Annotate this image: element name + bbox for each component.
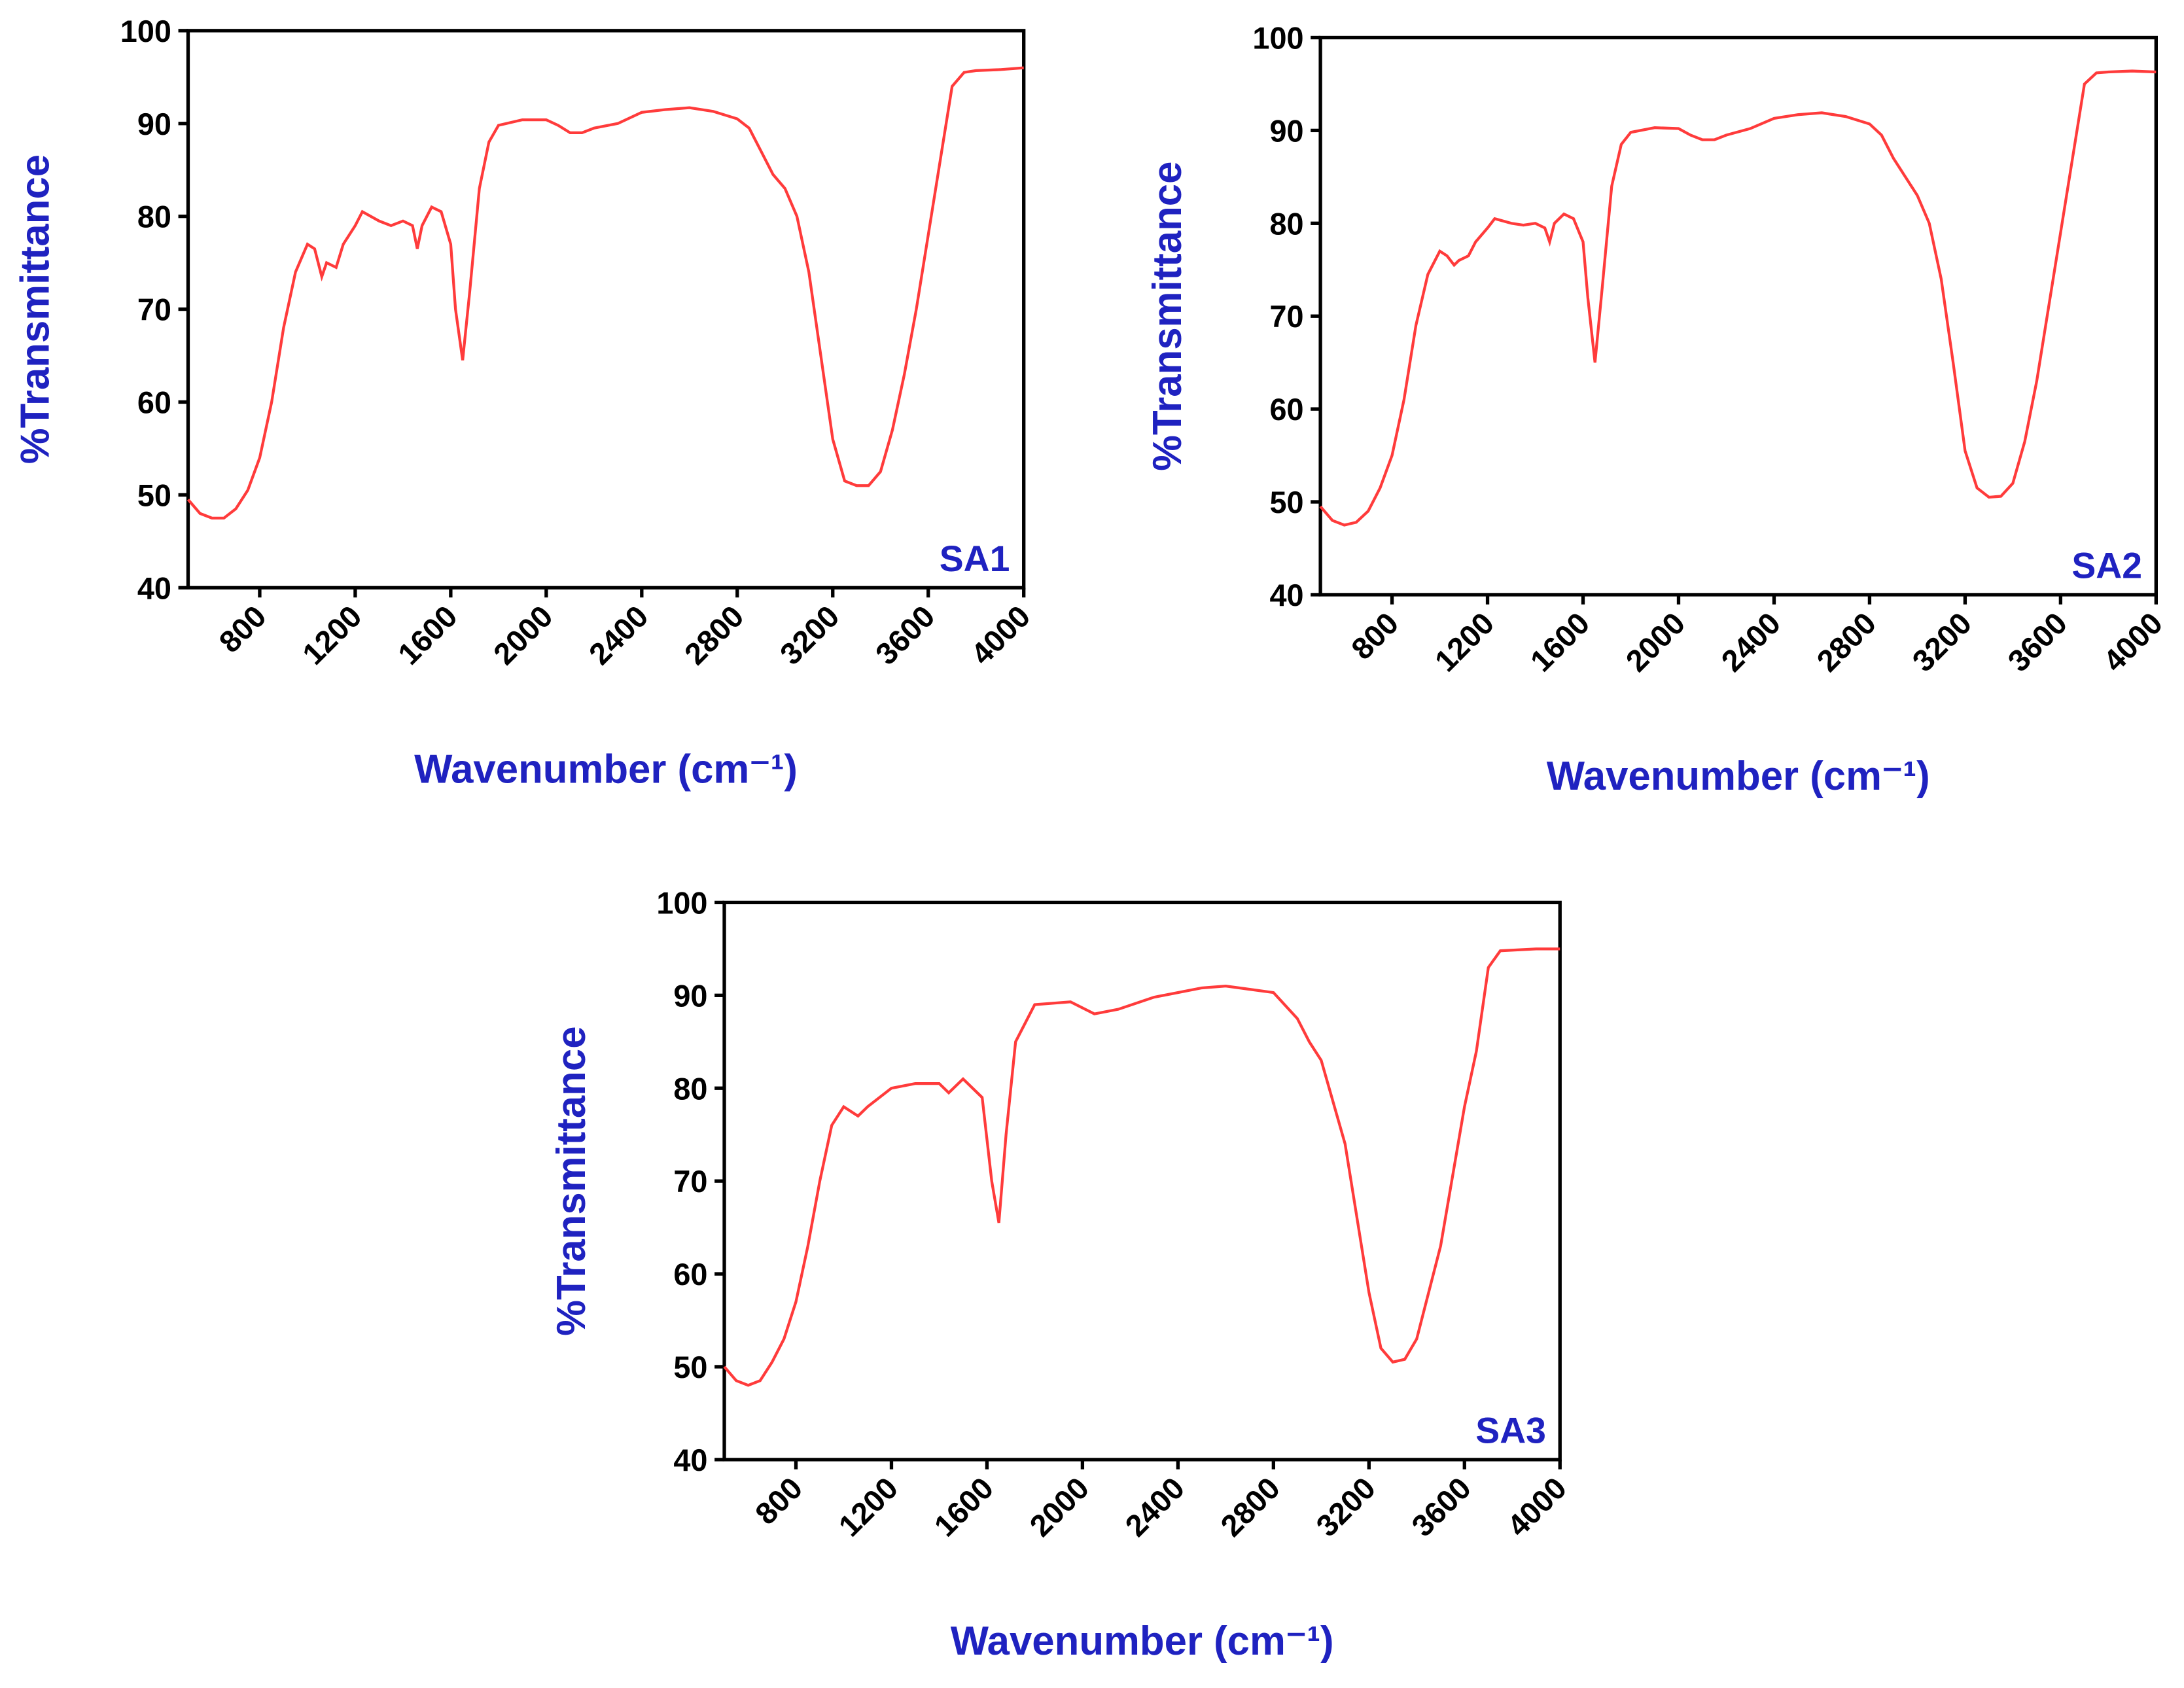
y-tick-label: 60: [137, 386, 171, 420]
y-axis-label: %Transmittance: [549, 1026, 594, 1335]
x-tick-label: 4000: [2097, 606, 2169, 678]
sample-label: SA2: [2071, 545, 2142, 586]
y-tick-label: 100: [1252, 22, 1303, 56]
x-tick-label: 4000: [964, 599, 1036, 671]
y-tick-label: 90: [137, 107, 171, 141]
x-tick-label: 2800: [1810, 606, 1882, 678]
sample-label: SA1: [940, 538, 1010, 579]
chart: 40 50 60 70 80 90 100 800 1200 1600 2000 2400 2800 32…: [549, 886, 1573, 1663]
x-tick-label: 2000: [1023, 1471, 1095, 1543]
y-tick-label: 70: [673, 1165, 707, 1199]
x-tick-label: 800: [1345, 606, 1405, 666]
y-tick-label: 40: [1269, 578, 1303, 612]
spectrum-line: [723, 947, 1560, 1387]
x-tick-label: 1200: [832, 1471, 904, 1543]
spectrum-line: [186, 66, 1024, 520]
x-tick-label: 3600: [1405, 1471, 1477, 1543]
y-tick-label: 50: [673, 1350, 707, 1384]
y-tick-label: 60: [1269, 393, 1303, 427]
y-tick-label: 50: [137, 478, 171, 512]
x-tick-label: 2000: [487, 599, 559, 671]
y-axis-label: %Transmittance: [13, 154, 58, 464]
y-tick-label: 70: [137, 293, 171, 327]
x-tick-label: 1600: [391, 599, 463, 671]
y-tick-label: 70: [1269, 300, 1303, 334]
x-tick-label: 4000: [1501, 1471, 1573, 1543]
x-tick-label: 3200: [1906, 606, 1978, 678]
x-tick-label: 2800: [1214, 1471, 1286, 1543]
x-tick-label: 2800: [678, 599, 750, 671]
y-tick-label: 40: [673, 1443, 707, 1477]
x-tick-label: 1200: [296, 599, 368, 671]
x-tick-label: 800: [213, 599, 273, 659]
x-axis-label: Wavenumber (cm⁻¹): [951, 1619, 1334, 1664]
y-tick-label: 80: [673, 1072, 707, 1106]
x-tick-label: 3600: [869, 599, 941, 671]
y-tick-label: 90: [673, 979, 707, 1013]
x-tick-label: 2000: [1619, 606, 1691, 678]
plot-frame: [1318, 35, 2158, 597]
plot-frame: [186, 29, 1026, 589]
plot-frame: [722, 900, 1562, 1462]
x-tick-label: 2400: [1119, 1471, 1191, 1543]
x-axis-label: Wavenumber (cm⁻¹): [1547, 754, 1930, 799]
y-tick-label: 80: [1269, 207, 1303, 241]
x-axis-label: Wavenumber (cm⁻¹): [414, 747, 798, 792]
y-tick-label: 90: [1269, 114, 1303, 148]
y-tick-label: 50: [1269, 485, 1303, 519]
chart: 40 50 60 70 80 90 100 800 1200 1600 2000 2400 2800 32…: [1145, 22, 2169, 799]
chart: 40 50 60 70 80 90 100 800 1200 1600 2000 2400 2800 32…: [13, 14, 1037, 792]
x-tick-label: 3200: [1310, 1471, 1382, 1543]
x-tick-label: 1600: [928, 1471, 1000, 1543]
y-tick-label: 100: [656, 886, 707, 920]
spectrum-line: [1319, 69, 2157, 527]
x-tick-label: 2400: [1715, 606, 1787, 678]
y-tick-label: 100: [120, 14, 171, 48]
y-tick-label: 40: [137, 571, 171, 605]
sample-label: SA3: [1475, 1410, 1546, 1451]
y-tick-label: 80: [137, 200, 171, 234]
x-tick-label: 3200: [773, 599, 845, 671]
x-tick-label: 1600: [1524, 606, 1596, 678]
x-tick-label: 800: [749, 1471, 809, 1531]
x-tick-label: 3600: [2001, 606, 2073, 678]
y-axis-label: %Transmittance: [1145, 162, 1190, 471]
x-tick-label: 1200: [1428, 606, 1500, 678]
y-tick-label: 60: [673, 1257, 707, 1292]
x-tick-label: 2400: [582, 599, 654, 671]
